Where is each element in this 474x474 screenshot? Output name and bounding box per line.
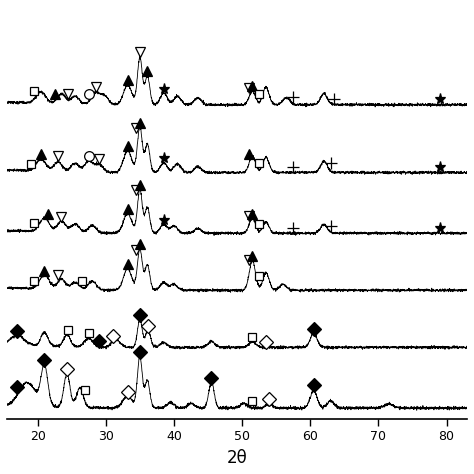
X-axis label: 2θ: 2θ xyxy=(227,449,247,467)
